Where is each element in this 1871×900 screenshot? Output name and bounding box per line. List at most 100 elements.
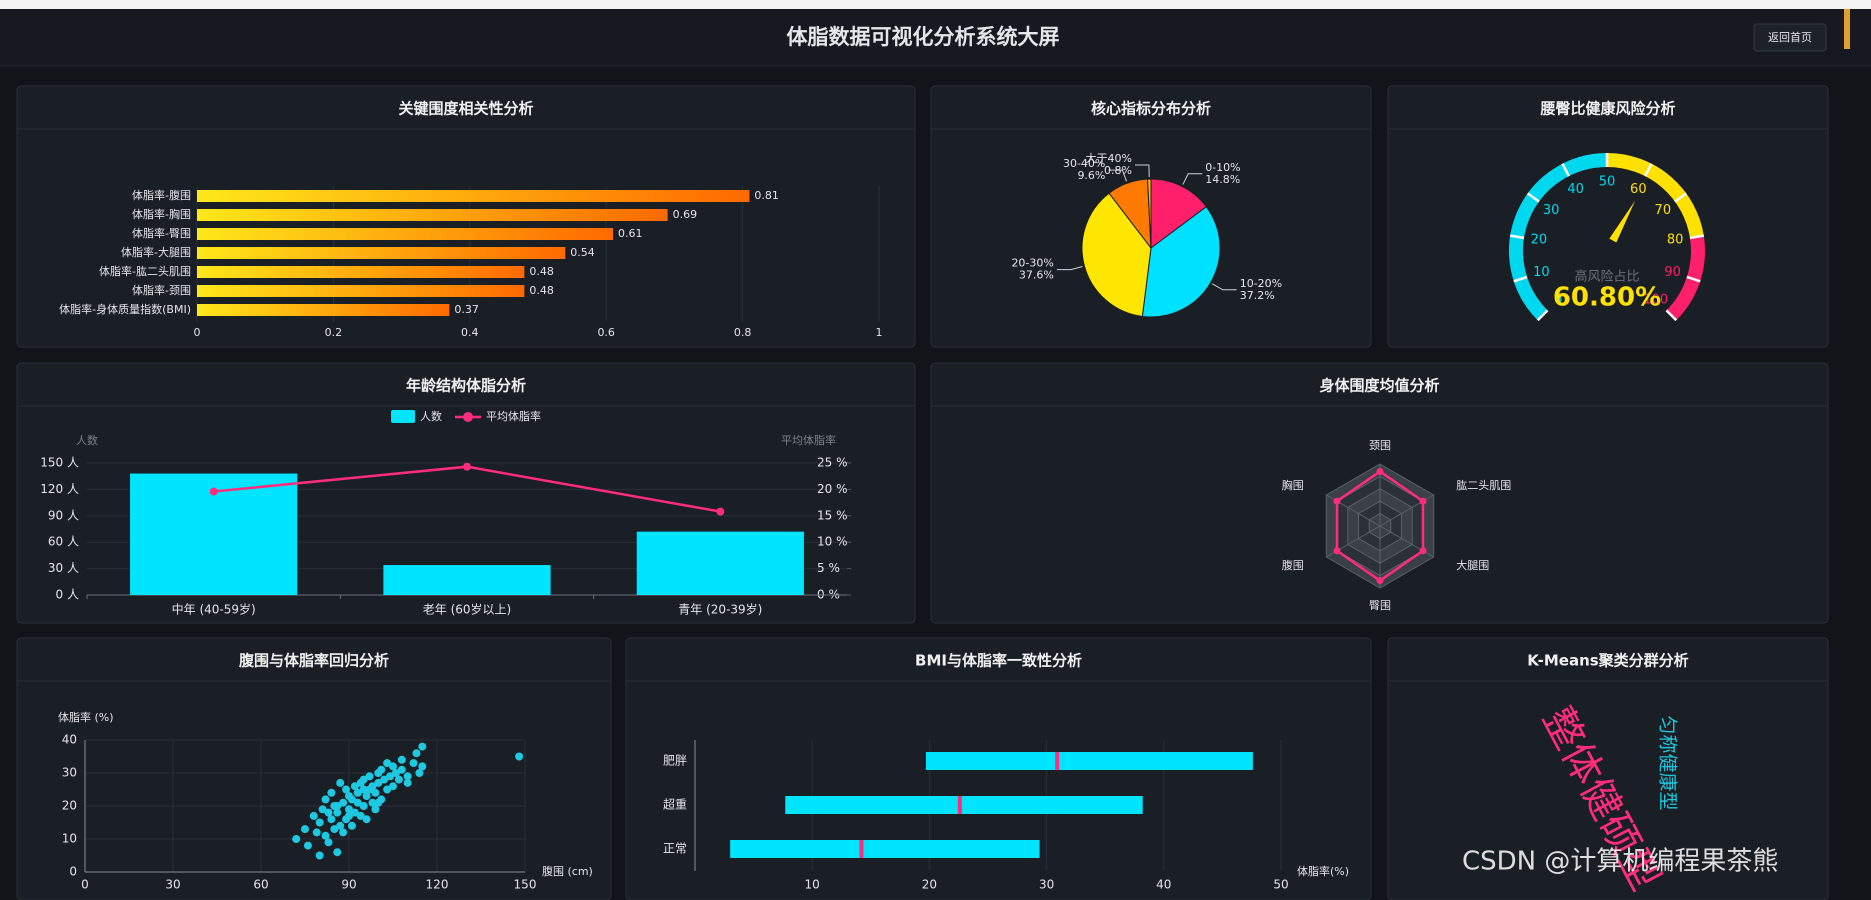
scatter-point (342, 785, 351, 794)
gauge-value: 60.80% (1553, 283, 1661, 313)
y-tick-label: 60 人 (48, 535, 79, 549)
scatter-point (336, 821, 345, 830)
slice-label: 10-20% (1240, 277, 1282, 290)
gauge-tick-label: 20 (1531, 233, 1548, 248)
x-tick-label: 老年 (60岁以上) (423, 602, 511, 617)
x-tick-label: 50 (1273, 878, 1288, 892)
label-line (1134, 164, 1150, 178)
scatter-point (368, 798, 377, 807)
scatter-point (315, 818, 324, 827)
scatter-point (324, 808, 333, 817)
slice-label: 0-10% (1205, 161, 1240, 174)
scatter-point (345, 811, 353, 820)
scatter-point (336, 778, 345, 787)
scatter-point (362, 792, 371, 801)
x-tick-label: 0.4 (461, 326, 479, 339)
scatter-point (383, 759, 392, 768)
scatter-point (315, 851, 324, 860)
scatter-point (389, 782, 397, 791)
legend-label: 人数 (420, 410, 442, 423)
scatter-point (347, 821, 356, 830)
x-tick-label: 0.8 (734, 326, 752, 339)
panel-title: 身体围度均值分析 (1319, 377, 1439, 395)
scatter-point (409, 759, 418, 768)
x-tick-label: 120 (426, 878, 449, 892)
y-tick-label: 体脂率-颈围 (132, 283, 191, 297)
x-tick-label: 20 (922, 878, 937, 892)
word: 匀称健康型 (1657, 715, 1679, 810)
gauge-needle (1609, 200, 1636, 243)
x-tick-label: 青年 (20-39岁) (678, 602, 762, 617)
scatter-point (309, 811, 318, 820)
slice-value: 37.6% (1019, 269, 1054, 282)
scatter-point (339, 828, 348, 837)
line-point (209, 487, 218, 496)
scatter-point (403, 772, 412, 781)
median-mark (859, 840, 864, 858)
panel-title: 腹围与体脂率回归分析 (239, 652, 389, 670)
panel (1387, 85, 1829, 348)
radar-point (1419, 547, 1427, 555)
radar-indicator: 大腿围 (1456, 558, 1489, 572)
x-tick-label: 30 (1039, 878, 1054, 892)
gauge-tick (1686, 275, 1701, 283)
gauge-tick-label: 70 (1655, 203, 1672, 218)
x-tick-label: 中年 (40-59岁) (172, 602, 256, 617)
scatter-point (397, 755, 406, 764)
x-tick-label: 0.6 (597, 326, 615, 339)
scatter-point (383, 785, 392, 794)
scatter-point (415, 769, 424, 777)
scatter-point (353, 798, 362, 807)
y-tick-label: 40 (62, 733, 77, 747)
gauge-label: 高风险占比 (1574, 269, 1639, 285)
back-button-label[interactable]: 返回首页 (1768, 30, 1812, 44)
scatter-point (371, 805, 380, 814)
scatter-point (353, 788, 362, 797)
median-mark (1055, 752, 1060, 770)
radar-indicator: 胸围 (1282, 478, 1304, 492)
bar (197, 190, 750, 202)
x-tick-label: 10 (805, 878, 820, 892)
y-tick-label: 150 人 (40, 456, 79, 470)
gauge-tick (1665, 309, 1678, 322)
y-tick-label: 90 人 (48, 508, 79, 522)
value-label: 0.61 (618, 227, 643, 240)
slice-label: 30-40% (1063, 157, 1105, 170)
y2-tick-label: 5 % (817, 561, 840, 575)
y2-axis-name: 平均体脂率 (781, 433, 836, 447)
radar-indicator: 肱二头肌围 (1456, 478, 1511, 492)
scatter-point (333, 848, 342, 857)
edge-tab (1844, 9, 1850, 49)
watermark: CSDN @计算机编程果茶熊 (1462, 847, 1778, 877)
bar (197, 209, 668, 221)
label-line (1212, 283, 1237, 291)
x-tick-label: 0 (194, 326, 201, 339)
scatter-point (391, 769, 400, 777)
radar-point (1419, 497, 1427, 505)
radar-indicator: 腹围 (1282, 558, 1304, 572)
pie-slice (1141, 206, 1221, 318)
y-tick-label: 体脂率-大腿围 (121, 245, 191, 259)
gauge-tick-label: 40 (1567, 182, 1584, 197)
scatter-point (339, 798, 348, 807)
scatter-point (412, 749, 421, 758)
radar-point (1376, 467, 1384, 475)
scatter-point (374, 778, 383, 787)
gauge-tick (1689, 234, 1704, 240)
bar (197, 266, 525, 278)
label-line (1182, 173, 1203, 185)
slice-value: 37.2% (1240, 289, 1275, 302)
radar-indicator: 颈围 (1369, 439, 1391, 452)
scatter-point (403, 778, 412, 787)
gauge-band (1509, 153, 1608, 321)
scatter-point (292, 835, 301, 843)
gauge-tick-label: 0 (1554, 292, 1562, 307)
bar (197, 285, 525, 297)
x-tick-label: 60 (253, 878, 268, 892)
slice-label: 20-30% (1011, 257, 1053, 270)
panel (16, 637, 612, 900)
y-tick-label: 正常 (663, 842, 687, 856)
scatter-point (327, 815, 336, 824)
back-button[interactable] (1753, 23, 1827, 52)
